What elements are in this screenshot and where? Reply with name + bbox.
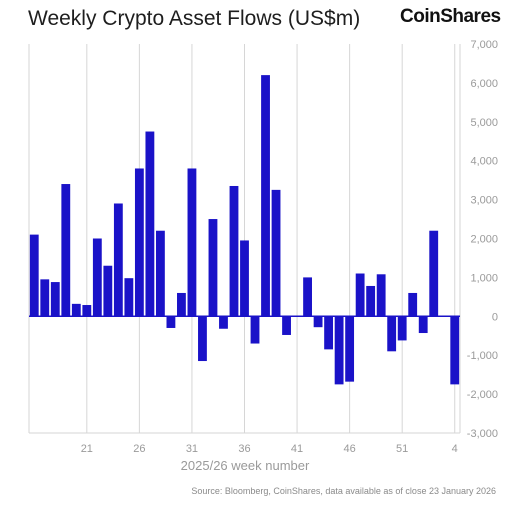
bar-week-44 [324, 316, 334, 350]
vertical-gridlines [86, 44, 456, 433]
bar-week-18 [50, 282, 60, 317]
bar-week-29 [166, 316, 176, 328]
y-tick-label: 1,000 [470, 272, 498, 284]
x-tick-label: 31 [186, 443, 198, 455]
bar-week-24 [113, 203, 123, 317]
x-tick-label: 36 [238, 443, 250, 455]
x-tick-label: 26 [133, 443, 145, 455]
bar-week-33 [208, 219, 218, 317]
bar-week-31 [187, 168, 197, 317]
bar-week-49 [376, 274, 386, 317]
bar-week-34 [219, 316, 228, 329]
y-tick-label: 0 [492, 311, 498, 323]
bar-week-2 [429, 230, 439, 317]
bar-week-1 [418, 316, 428, 334]
bar-week-38 [261, 75, 270, 317]
bar-week-36 [240, 240, 249, 317]
chart-title: Weekly Crypto Asset Flows (US$m) [28, 7, 361, 30]
y-tick-label: 3,000 [470, 195, 498, 207]
bar-week-21 [82, 305, 92, 317]
bar-series [29, 75, 460, 385]
bar-week-22 [92, 238, 102, 317]
bar-week-32 [198, 316, 207, 362]
bar-week-45 [334, 316, 344, 385]
bar-week-35 [229, 185, 239, 317]
bar-week-42 [303, 277, 312, 317]
bar-week-30 [177, 292, 186, 317]
bar-week-16 [29, 234, 39, 317]
bar-week-40 [282, 316, 291, 335]
bar-week-43 [313, 316, 323, 328]
x-tick-label: 46 [343, 443, 355, 455]
x-tick-label: 4 [452, 443, 458, 455]
y-tick-label: 4,000 [470, 156, 498, 168]
x-tick-label: 41 [291, 443, 303, 455]
bar-week-20 [71, 303, 81, 317]
x-tick-label: 51 [396, 443, 408, 455]
bar-week-39 [271, 189, 281, 317]
bar-week-27 [145, 131, 155, 317]
x-tick-label: 21 [81, 443, 93, 455]
bar-week-46 [345, 316, 355, 382]
x-axis-tick-labels: 21 26 31 36 41 46 51 4 [81, 443, 458, 455]
bar-week-47 [355, 273, 365, 317]
source-note: Source: Bloomberg, CoinShares, data avai… [191, 486, 496, 496]
bar-week-4 [450, 316, 460, 385]
bar-week-37 [250, 316, 260, 344]
y-axis-tick-labels: 7,000 6,000 5,000 4,000 3,000 2,000 1,000 0 -1,0… [467, 39, 498, 440]
bar-week-51 [397, 316, 407, 341]
bar-week-48 [366, 285, 376, 317]
bar-week-23 [103, 265, 113, 317]
y-tick-label: 7,000 [470, 39, 498, 51]
bar-week-50 [387, 316, 397, 352]
bar-week-28 [155, 230, 165, 317]
y-tick-label: 6,000 [470, 78, 498, 90]
y-tick-label: -1,000 [467, 350, 498, 362]
y-tick-label: -3,000 [467, 428, 498, 440]
bar-week-17 [40, 279, 50, 317]
bar-week-26 [134, 168, 144, 317]
bar-week-52 [408, 292, 418, 317]
y-tick-label: 5,000 [470, 117, 498, 129]
bar-week-19 [61, 184, 71, 317]
y-tick-label: 2,000 [470, 234, 498, 246]
brand-logo: CoinShares [400, 6, 501, 27]
bar-week-25 [124, 278, 134, 317]
x-axis-title: 2025/26 week number [181, 458, 310, 473]
y-tick-label: -2,000 [467, 389, 498, 401]
